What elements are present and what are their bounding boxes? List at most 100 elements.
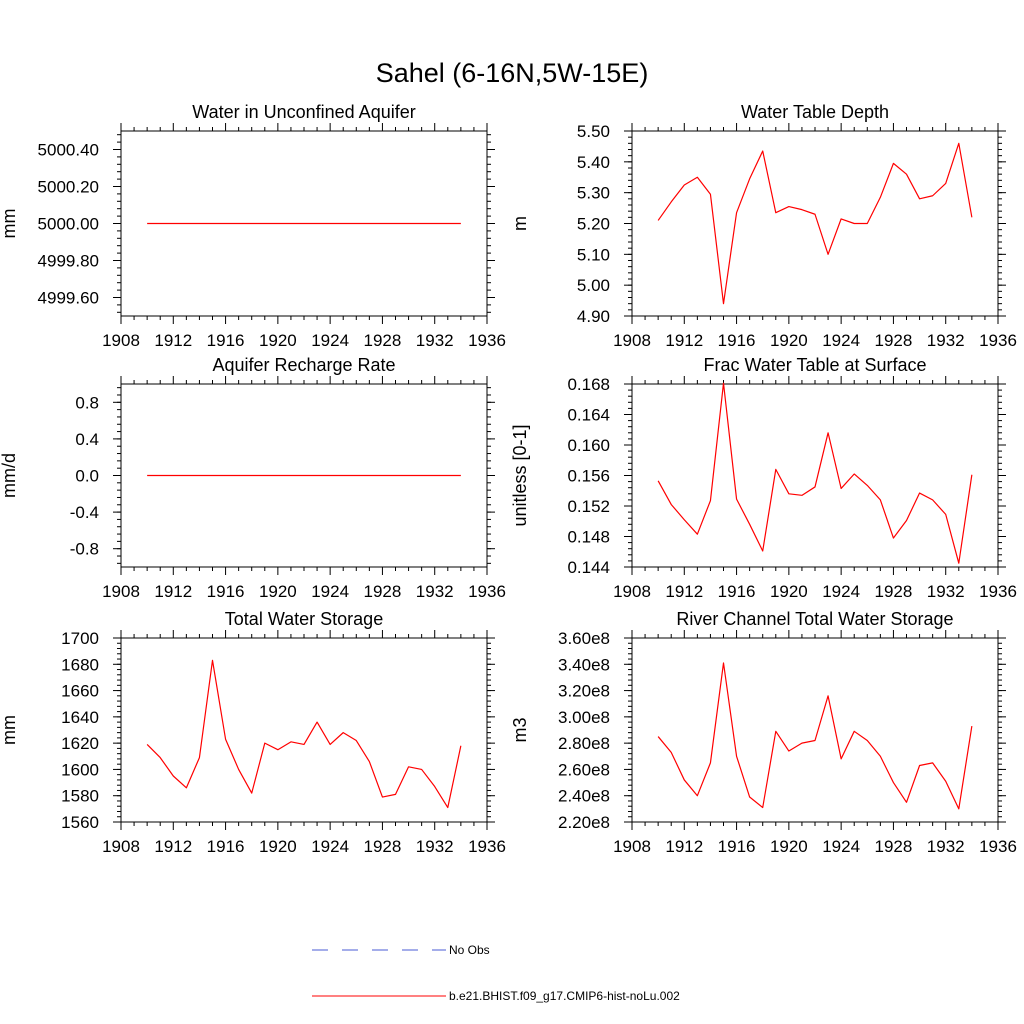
x-tick-label: 1908 [613,331,651,350]
y-tick-label: 5.50 [577,122,610,141]
y-tick-label: 2.60e8 [558,760,610,779]
y-tick-label: 0.152 [567,497,610,516]
y-tick-label: 5000.40 [38,141,99,160]
y-tick-label: 2.40e8 [558,787,610,806]
x-tick-label: 1932 [927,582,965,601]
x-tick-label: 1928 [364,837,402,856]
y-axis-label: unitless [0-1] [510,424,530,526]
x-tick-label: 1924 [822,582,860,601]
x-tick-label: 1916 [718,582,756,601]
panels: Water in Unconfined Aquifer mm 1908 1912 191… [0,102,1017,856]
chart-panel-6: River Channel Total Water Storage m3 1908 1… [510,609,1017,856]
x-tick-label: 1912 [665,331,703,350]
y-axis-label: mm [0,209,19,239]
series-line [657,382,973,564]
y-tick-label: 1620 [61,734,99,753]
plot-frame [631,383,999,568]
x-tick-label: 1908 [102,582,140,601]
x-tick-label: 1916 [207,582,245,601]
y-tick-label: 5.20 [577,215,610,234]
y-tick-label: 5.30 [577,184,610,203]
y-tick-label: 1600 [61,760,99,779]
series-line [146,659,462,809]
panel-title: Water in Unconfined Aquifer [192,102,415,122]
series-line [657,662,973,810]
y-tick-label: 0.156 [567,467,610,486]
y-tick-label: 4999.80 [38,252,99,271]
series-line [657,142,973,305]
y-tick-label: 2.20e8 [558,813,610,832]
chart-panel-2: Water Table Depth m 1908 1912 1916 1920 1924 19… [510,102,1017,350]
y-tick-label: -0.4 [70,503,99,522]
y-tick-label: 5000.20 [38,178,99,197]
x-tick-label: 1916 [207,331,245,350]
y-tick-label: 0.4 [75,430,99,449]
x-tick-label: 1912 [154,331,192,350]
x-tick-label: 1928 [875,837,913,856]
x-tick-label: 1920 [259,837,297,856]
y-tick-label: 5.00 [577,276,610,295]
x-tick-label: 1912 [154,837,192,856]
y-tick-label: 3.60e8 [558,629,610,648]
y-tick-label: 0.164 [567,406,610,425]
y-tick-label: 5.40 [577,153,610,172]
x-tick-label: 1936 [979,331,1017,350]
y-tick-label: 0.144 [567,558,610,577]
y-tick-label: 0.8 [75,393,99,412]
panel-title: Aquifer Recharge Rate [212,355,395,375]
x-tick-label: 1908 [613,837,651,856]
x-tick-label: 1932 [416,837,454,856]
figure-title: Sahel (6-16N,5W-15E) [376,58,649,88]
plot-frame [631,637,999,823]
y-tick-label: 1660 [61,682,99,701]
y-tick-label: 0.168 [567,375,610,394]
y-tick-label: 3.40e8 [558,655,610,674]
plot-frame [120,637,488,823]
x-tick-label: 1920 [259,331,297,350]
x-tick-label: 1916 [718,331,756,350]
x-tick-label: 1928 [364,582,402,601]
x-tick-label: 1932 [416,582,454,601]
y-tick-label: 1580 [61,787,99,806]
y-tick-label: 0.148 [567,528,610,547]
x-tick-label: 1908 [102,331,140,350]
y-axis-label: mm/d [0,453,19,498]
x-tick-label: 1924 [311,331,349,350]
x-tick-label: 1908 [613,582,651,601]
y-tick-label: 2.80e8 [558,734,610,753]
y-tick-label: 4999.60 [38,289,99,308]
y-tick-label: 3.20e8 [558,682,610,701]
panel-title: River Channel Total Water Storage [676,609,953,629]
chart-panel-1: Water in Unconfined Aquifer mm 1908 1912 191… [0,102,506,350]
legend: No Obs b.e21.BHIST.f09_g17.CMIP6-hist-no… [312,943,680,1003]
y-tick-label: 4.90 [577,307,610,326]
panel-title: Water Table Depth [741,102,889,122]
x-tick-label: 1920 [770,582,808,601]
y-tick-label: 5.10 [577,245,610,264]
panel-title: Frac Water Table at Surface [703,355,926,375]
legend-label-model: b.e21.BHIST.f09_g17.CMIP6-hist-noLu.002 [449,989,680,1003]
y-tick-label: -0.8 [70,540,99,559]
y-tick-label: 1680 [61,655,99,674]
x-tick-label: 1908 [102,837,140,856]
x-tick-label: 1928 [875,331,913,350]
y-axis-label: mm [0,715,19,745]
x-tick-label: 1932 [927,837,965,856]
y-tick-label: 1700 [61,629,99,648]
chart-panel-5: Total Water Storage mm 1908 1912 1916 1920 192… [0,609,506,856]
x-tick-label: 1924 [311,837,349,856]
x-tick-label: 1932 [416,331,454,350]
x-tick-label: 1932 [927,331,965,350]
y-axis-label: m3 [510,717,530,742]
x-tick-label: 1924 [311,582,349,601]
x-tick-label: 1936 [468,331,506,350]
x-tick-label: 1928 [364,331,402,350]
x-tick-label: 1916 [207,837,245,856]
x-tick-label: 1916 [718,837,756,856]
y-axis-label: m [510,216,530,231]
panel-title: Total Water Storage [225,609,383,629]
x-tick-label: 1936 [468,837,506,856]
plot-frame [631,130,999,317]
x-tick-label: 1936 [979,582,1017,601]
